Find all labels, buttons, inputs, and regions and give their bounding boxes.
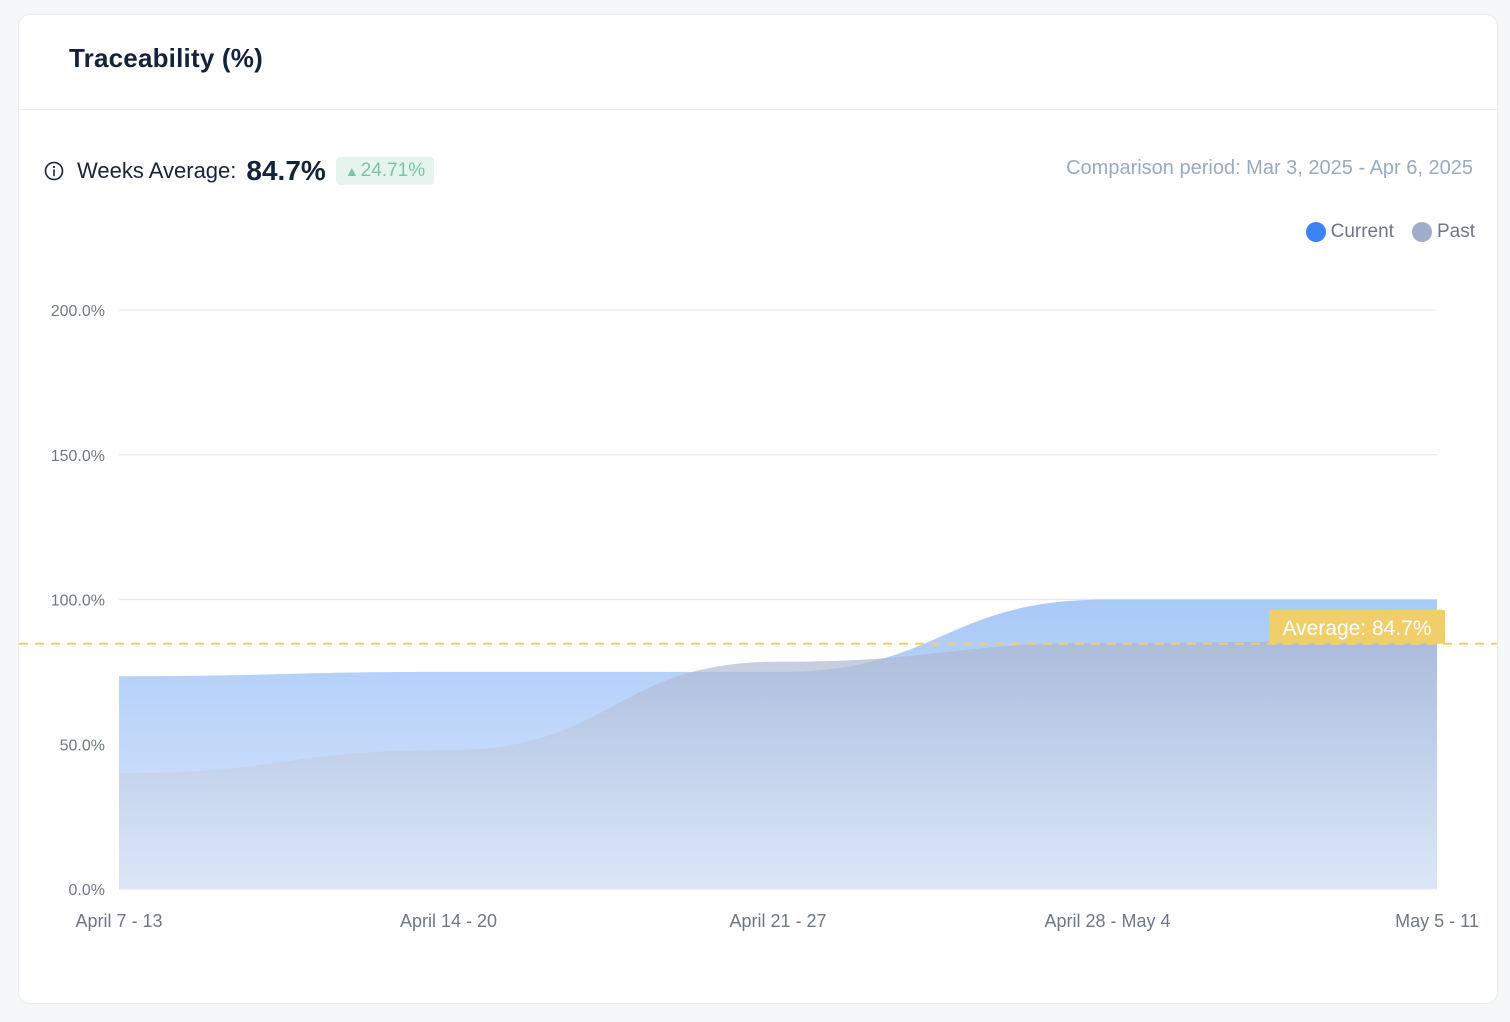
legend-dot-current [1305,222,1326,242]
traceability-area-chart: 0.0% 50.0% 100.0% 150.0% 200.0% April 7 - 13 A… [19,303,1497,931]
legend-item-current[interactable]: Current [1305,221,1394,243]
average-tag-label: Average: 84.7% [1282,617,1431,640]
y-tick-label: 100.0% [51,593,105,610]
info-circle-icon[interactable] [43,160,65,182]
legend-label-past: Past [1436,221,1475,242]
y-tick-label: 150.0% [51,448,105,465]
triangle-up-icon: ▲ [344,163,359,179]
weeks-average-label: Weeks Average: [77,158,237,183]
y-tick-label: 200.0% [51,303,105,320]
average-tag [1269,609,1445,644]
weeks-average-value: 84.7% [246,155,326,186]
x-tick-label: April 14 - 20 [400,911,497,931]
card-header: Traceability (%) [19,15,1497,110]
y-tick-label: 50.0% [60,737,105,754]
card-title: Traceability (%) [69,43,263,73]
x-tick-label: April 21 - 27 [729,911,826,931]
legend-label-current: Current [1330,221,1394,242]
chart-legend: Current Past [1288,221,1475,243]
traceability-card: Traceability (%) Weeks Average: 84.7% ▲ … [18,14,1498,1004]
comparison-period: Comparison period: Mar 3, 2025 - Apr 6, … [1066,157,1473,179]
x-tick-label: April 7 - 13 [75,911,162,931]
weeks-average-summary: Weeks Average: 84.7% ▲ 24.71% [43,155,435,187]
legend-item-past[interactable]: Past [1411,221,1475,243]
area-past [119,640,1437,889]
x-tick-label: May 5 - 11 [1395,911,1479,931]
x-tick-label: April 28 - May 4 [1044,911,1170,931]
delta-badge: ▲ 24.71% [335,157,435,185]
delta-value: 24.71% [360,160,426,181]
legend-dot-past [1411,222,1432,242]
y-tick-label: 0.0% [69,882,105,899]
